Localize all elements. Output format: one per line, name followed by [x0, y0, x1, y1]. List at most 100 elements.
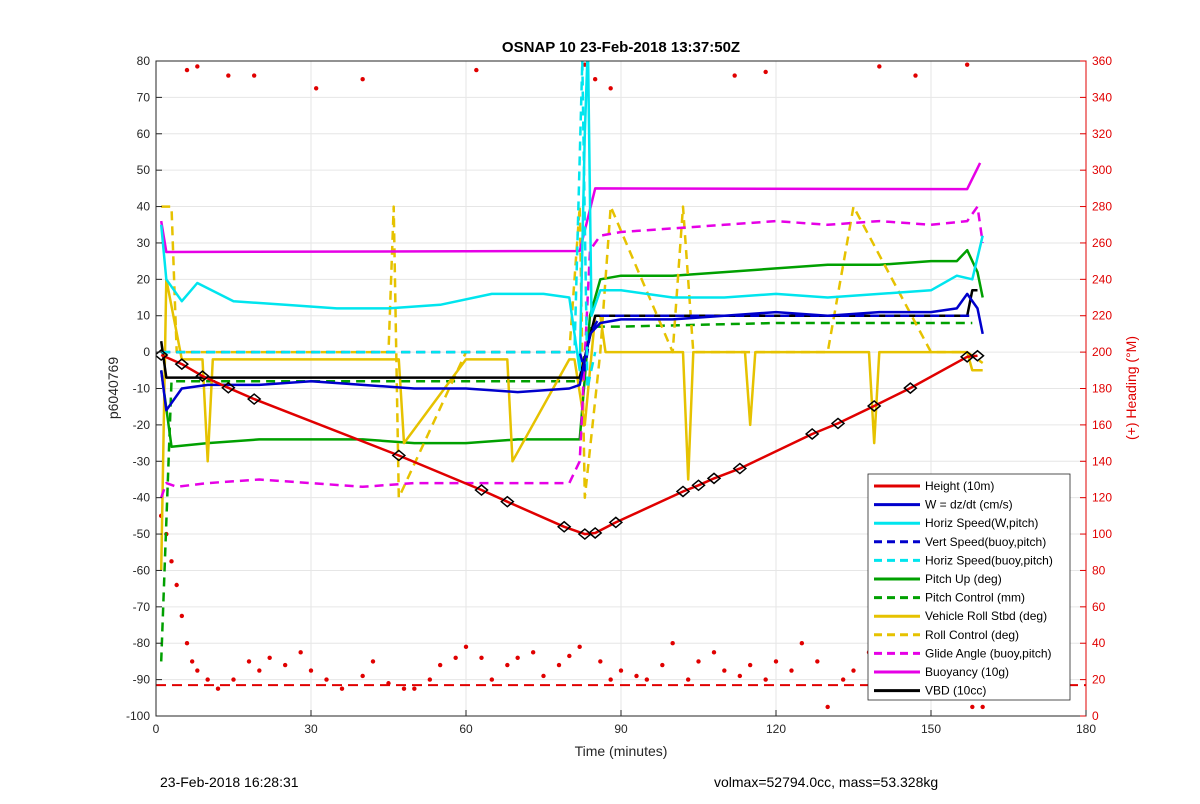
y-tick-label: 60	[137, 127, 151, 141]
legend-entry: Vehicle Roll Stbd (deg)	[925, 609, 1047, 623]
series-line-horiz-speed-buoy-pitch	[161, 61, 597, 390]
heading-point	[980, 704, 985, 710]
y2-tick-label: 160	[1092, 418, 1112, 432]
heading-point	[370, 659, 376, 664]
y-tick-label: 0	[143, 345, 150, 359]
height-marker	[903, 382, 918, 395]
y2-tick-label: 60	[1092, 600, 1106, 614]
heading-point	[556, 662, 562, 668]
height-marker	[246, 393, 262, 406]
heading-point	[298, 650, 303, 655]
heading-point	[205, 677, 210, 682]
y2-tick-label: 340	[1092, 90, 1112, 104]
y2-axis-label: (+) Heading (°M)	[1123, 336, 1139, 440]
legend-entry: Vert Speed(buoy,pitch)	[925, 535, 1046, 549]
heading-point	[257, 668, 262, 673]
y2-tick-label: 360	[1092, 54, 1112, 68]
heading-point	[608, 86, 613, 91]
heading-point	[313, 86, 319, 91]
heading-point	[251, 73, 257, 78]
heading-point	[195, 668, 200, 673]
y2-tick-label: 180	[1092, 382, 1112, 396]
y2-tick-label: 40	[1092, 636, 1106, 650]
heading-point	[825, 704, 830, 710]
height-marker	[556, 520, 572, 533]
series-line-w-dz-dt-cm-s	[159, 292, 984, 412]
heading-point	[670, 641, 675, 646]
heading-point	[773, 659, 779, 664]
heading-point	[226, 73, 231, 78]
heading-point	[179, 613, 185, 619]
heading-point	[634, 673, 639, 679]
heading-point	[360, 76, 365, 82]
y2-tick-label: 80	[1092, 563, 1106, 577]
heading-point	[530, 650, 536, 655]
x-tick-label: 0	[153, 722, 160, 736]
footer-volmax-mass: volmax=52794.0cc, mass=53.328kg	[714, 774, 939, 790]
height-marker	[500, 495, 515, 508]
heading-point	[577, 644, 582, 650]
y2-tick-label: 100	[1092, 527, 1112, 541]
heading-point	[412, 686, 417, 691]
heading-point	[169, 559, 174, 564]
legend: Height (10m) W = dz/dt (cm/s) Horiz Speed(…	[867, 473, 1071, 701]
x-tick-label: 90	[614, 722, 628, 736]
heading-point	[913, 73, 918, 78]
series-line-vbd-10cc	[159, 289, 978, 379]
height-marker	[221, 381, 236, 394]
x-tick-label: 30	[304, 722, 318, 736]
heading-point	[696, 659, 701, 664]
heading-point	[815, 659, 820, 664]
heading-point	[660, 662, 665, 668]
heading-point	[970, 704, 975, 710]
heading-point	[608, 677, 613, 682]
y-tick-label: -30	[133, 454, 151, 468]
y-tick-label: -20	[133, 418, 151, 432]
legend-box	[867, 473, 1071, 701]
heading-point	[789, 668, 794, 673]
heading-point	[799, 641, 805, 646]
y-tick-label: -40	[133, 491, 151, 505]
heading-point	[308, 668, 314, 673]
heading-point	[453, 655, 458, 660]
heading-point	[479, 655, 484, 660]
height-marker	[706, 472, 722, 485]
heading-point	[474, 67, 479, 73]
heading-point	[515, 655, 520, 660]
series-line-horiz-speed-w-pitch	[159, 61, 984, 372]
series-line-glide-angle-buoy-pitch	[160, 205, 984, 499]
heading-point	[618, 668, 624, 673]
chart-title: OSNAP 10 23-Feb-2018 13:37:50Z	[502, 39, 740, 56]
heading-point	[711, 650, 717, 655]
y-tick-label: -10	[133, 382, 151, 396]
y-tick-label: -60	[133, 563, 151, 577]
series-line-height-10m	[160, 353, 978, 536]
y2-tick-label: 300	[1092, 163, 1112, 177]
y-tick-label: -70	[133, 600, 151, 614]
heading-point	[747, 662, 753, 668]
heading-point	[282, 662, 288, 668]
y2-tick-label: 260	[1092, 236, 1112, 250]
heading-point	[541, 673, 546, 679]
heading-point	[592, 76, 598, 82]
footer-timestamp: 23-Feb-2018 16:28:31	[160, 774, 299, 790]
heading-point	[184, 67, 190, 73]
heading-point	[567, 653, 572, 659]
series-line-pitch-control-mm	[159, 321, 973, 662]
y-tick-label: 40	[137, 200, 151, 214]
x-tick-label: 60	[459, 722, 473, 736]
legend-entry: Buoyancy (10g)	[925, 665, 1009, 679]
series-line-pitch-up-deg	[159, 248, 984, 448]
heading-point	[737, 673, 743, 679]
y-tick-label: -100	[126, 709, 150, 723]
heading-point	[463, 644, 469, 650]
legend-entry: Horiz Speed(W,pitch)	[925, 516, 1038, 530]
heading-point	[840, 677, 846, 682]
height-marker	[587, 526, 603, 539]
heading-point	[598, 659, 603, 664]
height-marker	[866, 399, 882, 412]
height-marker	[474, 484, 489, 497]
heading-point	[437, 662, 443, 668]
x-axis-label: Time (minutes)	[575, 743, 668, 759]
axis-ticks: 0 30 60 90 120 150 180-100-90-80-70-60-50-40-3…	[126, 54, 1112, 736]
